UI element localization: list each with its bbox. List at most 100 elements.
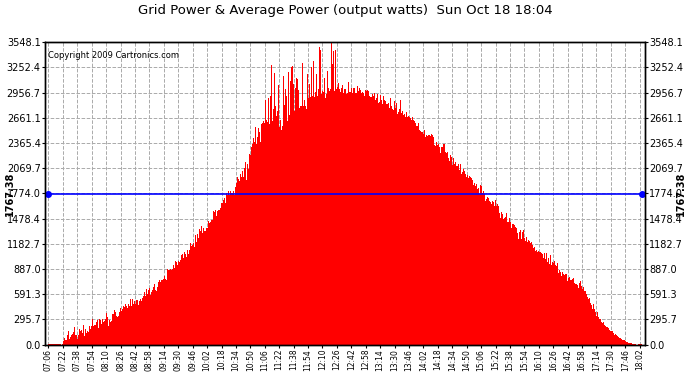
Bar — [334, 90, 335, 345]
Bar — [196, 242, 197, 345]
Bar — [300, 106, 302, 345]
Bar — [285, 89, 286, 345]
Bar — [268, 98, 269, 345]
Bar — [64, 338, 65, 345]
Bar — [641, 344, 642, 345]
Bar — [326, 51, 328, 345]
Bar — [186, 257, 187, 345]
Bar — [75, 335, 76, 345]
Bar — [119, 312, 120, 345]
Bar — [308, 98, 309, 345]
Bar — [272, 100, 273, 345]
Text: Copyright 2009 Cartronics.com: Copyright 2009 Cartronics.com — [48, 51, 179, 60]
Bar — [416, 126, 417, 345]
Bar — [366, 92, 367, 345]
Bar — [535, 250, 537, 345]
Bar — [437, 145, 438, 345]
Bar — [355, 93, 356, 345]
Bar — [187, 250, 188, 345]
Bar — [92, 319, 93, 345]
Bar — [101, 324, 102, 345]
Bar — [238, 179, 239, 345]
Bar — [53, 344, 55, 345]
Bar — [633, 344, 634, 345]
Bar — [239, 181, 240, 345]
Bar — [567, 281, 568, 345]
Bar — [558, 273, 559, 345]
Bar — [61, 342, 62, 345]
Bar — [229, 195, 230, 345]
Bar — [110, 321, 111, 345]
Bar — [155, 290, 156, 345]
Bar — [618, 337, 620, 345]
Bar — [634, 344, 635, 345]
Bar — [489, 201, 490, 345]
Bar — [208, 221, 209, 345]
Bar — [441, 147, 442, 345]
Bar — [315, 92, 316, 345]
Bar — [193, 243, 194, 345]
Bar — [121, 311, 122, 345]
Bar — [438, 144, 440, 345]
Bar — [184, 252, 185, 345]
Bar — [541, 254, 542, 345]
Bar — [529, 242, 530, 345]
Bar — [233, 191, 234, 345]
Bar — [232, 193, 233, 345]
Bar — [295, 88, 296, 345]
Bar — [525, 241, 526, 345]
Bar — [342, 85, 343, 345]
Bar — [509, 219, 511, 345]
Bar — [429, 135, 430, 345]
Bar — [595, 312, 596, 345]
Bar — [615, 334, 616, 345]
Bar — [199, 229, 200, 345]
Bar — [379, 102, 380, 345]
Bar — [367, 90, 368, 345]
Bar — [83, 325, 84, 345]
Bar — [620, 338, 621, 345]
Bar — [105, 319, 106, 345]
Bar — [411, 120, 412, 345]
Bar — [502, 213, 503, 345]
Bar — [247, 164, 248, 345]
Bar — [455, 162, 456, 345]
Bar — [424, 130, 425, 345]
Bar — [267, 122, 268, 345]
Bar — [517, 233, 518, 345]
Bar — [296, 78, 297, 345]
Bar — [149, 288, 150, 345]
Bar — [432, 135, 433, 345]
Bar — [452, 165, 453, 345]
Bar — [456, 166, 457, 345]
Bar — [297, 90, 299, 345]
Bar — [85, 329, 86, 345]
Bar — [166, 280, 167, 345]
Bar — [279, 120, 281, 345]
Bar — [96, 322, 97, 345]
Bar — [494, 206, 495, 345]
Bar — [79, 326, 81, 345]
Bar — [337, 87, 338, 345]
Bar — [167, 268, 168, 345]
Bar — [381, 100, 382, 345]
Bar — [122, 309, 123, 345]
Bar — [313, 61, 314, 345]
Bar — [579, 283, 580, 345]
Bar — [63, 341, 64, 345]
Bar — [418, 123, 420, 345]
Bar — [99, 319, 100, 345]
Bar — [210, 222, 211, 345]
Bar — [116, 316, 117, 345]
Bar — [344, 91, 346, 345]
Bar — [117, 316, 118, 345]
Bar — [91, 326, 92, 345]
Bar — [553, 261, 555, 345]
Bar — [153, 288, 155, 345]
Bar — [339, 89, 340, 345]
Bar — [568, 278, 569, 345]
Bar — [622, 340, 623, 345]
Bar — [457, 166, 458, 345]
Bar — [603, 322, 604, 345]
Bar — [566, 274, 567, 345]
